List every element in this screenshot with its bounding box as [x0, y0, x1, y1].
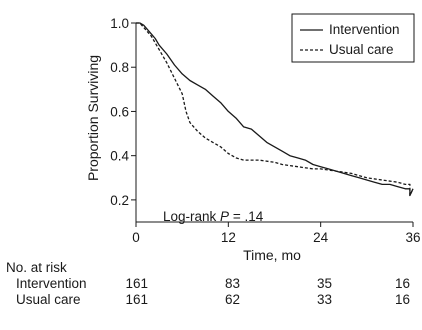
legend-box [291, 13, 415, 63]
risk-cell: 62 [224, 292, 240, 307]
risk-row-usual-care: Usual care 161 62 33 16 [0, 292, 422, 308]
legend-label-intervention: Intervention [329, 22, 400, 37]
y-axis-title: Proportion Surviving [85, 55, 101, 181]
risk-cell: 161 [125, 276, 148, 291]
risk-cell: 35 [316, 276, 332, 291]
y-tick-label: 0.6 [110, 104, 129, 119]
risk-cell: 161 [125, 292, 148, 307]
y-tick-label: 1.0 [110, 16, 129, 31]
y-tick-label: 0.4 [110, 149, 129, 164]
risk-cell: 16 [394, 292, 410, 307]
x-axis-title: Time, mo [243, 247, 301, 263]
risk-cell: 16 [394, 276, 410, 291]
logrank-annotation: Log-rank P = .14 [163, 209, 264, 224]
risk-cell: 83 [224, 276, 240, 291]
risk-row-intervention: Intervention 161 83 35 16 [0, 276, 422, 292]
axis-ticks: 1.0 0.8 0.6 0.4 0.2 0 12 24 36 [110, 16, 420, 245]
series-line-usual-care [136, 22, 414, 197]
x-tick-label: 36 [405, 230, 420, 245]
x-tick-label: 12 [221, 230, 236, 245]
legend: Intervention Usual care [291, 13, 415, 63]
series-line-intervention [136, 22, 414, 197]
risk-row-label: Usual care [16, 292, 81, 307]
series-layer [136, 22, 414, 197]
risk-table-title: No. at risk [6, 260, 67, 275]
legend-label-usual-care: Usual care [329, 42, 394, 57]
y-tick-label: 0.8 [110, 60, 129, 75]
x-tick-label: 0 [132, 230, 140, 245]
y-tick-label: 0.2 [110, 193, 129, 208]
risk-cell: 33 [316, 292, 332, 307]
chart-axes [135, 23, 413, 223]
risk-row-label: Intervention [16, 276, 87, 291]
x-tick-label: 24 [313, 230, 329, 245]
